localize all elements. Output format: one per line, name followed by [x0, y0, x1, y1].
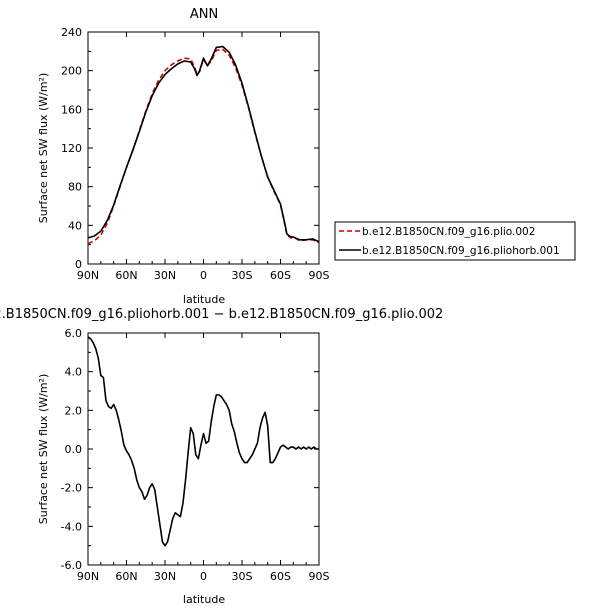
top-title: ANN: [190, 7, 218, 22]
top-xtick-label: 30N: [154, 269, 176, 282]
legend-box: [334, 221, 576, 261]
bottom-xtick-label: 0: [200, 570, 207, 583]
bottom-ytick-label: 0.0: [65, 443, 83, 456]
bottom-xtick-label: 90S: [309, 570, 330, 583]
legend-label-plio: b.e12.B1850CN.f09_g16.plio.002: [362, 226, 535, 238]
bottom-ytick-label: -4.0: [61, 520, 82, 533]
bottom-ytick-label: 6.0: [65, 327, 83, 340]
top-xtick-label: 90S: [309, 269, 330, 282]
top-ytick-label: 80: [68, 181, 82, 194]
bottom-series-line-0: [87, 336, 319, 547]
top-series-line-0: [87, 48, 320, 245]
top-ytick-label: 160: [61, 103, 82, 116]
bottom-xtick-label: 60S: [270, 570, 291, 583]
bottom-xtick-label: 30N: [154, 570, 176, 583]
legend-label-pliohorb: b.e12.B1850CN.f09_g16.pliohorb.001: [362, 245, 560, 257]
top-ytick-label: 200: [61, 65, 82, 78]
top-xtick-label: 60S: [270, 269, 291, 282]
bottom-xtick-label: 60N: [115, 570, 137, 583]
bottom-ytick-label: -2.0: [61, 482, 82, 495]
top-xtick-label: 30S: [232, 269, 253, 282]
bottom-title: b.e12.B1850CN.f09_g16.pliohorb.001 − b.e…: [0, 307, 443, 322]
bottom-plot-frame: [87, 332, 320, 566]
top-series-line-1: [87, 45, 320, 243]
bottom-panel: b.e12.B1850CN.f09_g16.pliohorb.001 − b.e…: [0, 307, 443, 606]
top-plot-frame: [87, 31, 320, 265]
legend: b.e12.B1850CN.f09_g16.plio.002 b.e12.B18…: [334, 221, 576, 261]
top-xlabel: latitude: [183, 293, 225, 306]
top-ylabel: Surface net SW flux (W/m²): [37, 73, 50, 224]
top-ytick-label: 0: [75, 258, 82, 271]
bottom-ytick-label: -6.0: [61, 559, 82, 572]
top-xtick-label: 0: [200, 269, 207, 282]
bottom-xtick-label: 30S: [232, 570, 253, 583]
top-ytick-label: 240: [61, 26, 82, 39]
top-xtick-label: 90N: [77, 269, 99, 282]
bottom-ylabel: Surface net SW flux (W/m²): [37, 374, 50, 525]
bottom-xtick-label: 90N: [77, 570, 99, 583]
bottom-ytick-label: 4.0: [65, 366, 83, 379]
top-ytick-label: 120: [61, 142, 82, 155]
bottom-xlabel: latitude: [183, 593, 225, 606]
top-ytick-label: 40: [68, 219, 82, 232]
bottom-ytick-label: 2.0: [65, 404, 83, 417]
top-panel: ANN 0 40 80 120 160 200 240 90N 60N 30N 0 30S 60S 90…: [37, 7, 330, 306]
top-xtick-label: 60N: [115, 269, 137, 282]
